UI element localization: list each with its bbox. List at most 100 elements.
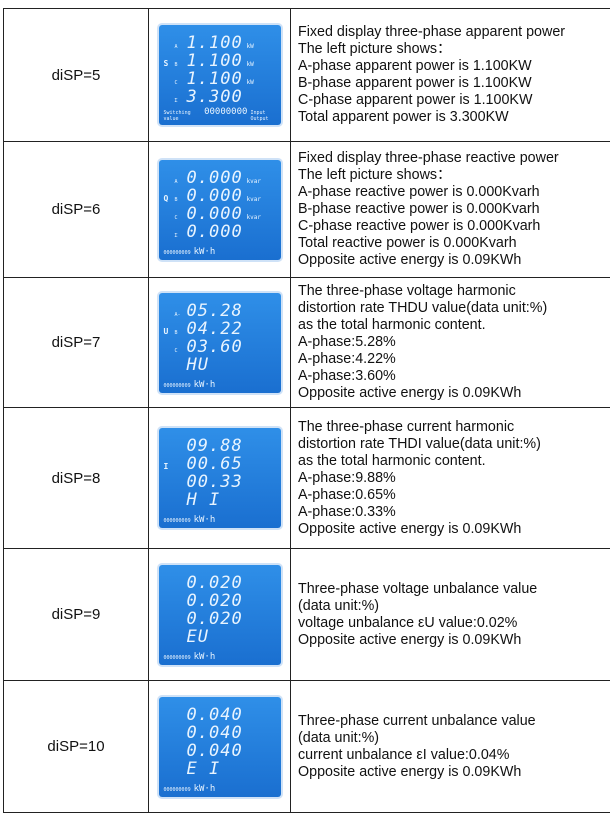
- lcd-value: 0.000: [187, 222, 247, 242]
- lcd-footer-text: kW·h: [194, 380, 216, 390]
- lcd-tag: C: [175, 215, 187, 221]
- lcd-value: 0.040: [187, 705, 247, 725]
- description-line: (data unit:%): [298, 730, 536, 747]
- lcd-value: HU: [187, 355, 247, 375]
- lcd-value: 3.300: [187, 87, 247, 107]
- description: Fixed display three-phase apparent power…: [298, 24, 565, 126]
- lcd-footer-text: 000000009: [164, 787, 191, 793]
- lcd-tag: C: [175, 348, 187, 354]
- lcd-line: 09.88: [159, 436, 281, 454]
- description: Fixed display three-phase reactive power…: [298, 150, 559, 269]
- lcd-footer-text: 000000009: [164, 250, 191, 256]
- description-line: The three-phase current harmonic: [298, 419, 541, 436]
- description-line: Opposite active energy is 0.09KWh: [298, 252, 559, 269]
- description-line: A-phase reactive power is 0.000Kvarh: [298, 184, 559, 201]
- lcd-line: 0.020: [159, 591, 281, 609]
- description-line: A-phase:4.22%: [298, 351, 547, 368]
- lcd-side-label: S: [164, 59, 169, 68]
- description-line: Opposite active energy is 0.09KWh: [298, 385, 547, 402]
- lcd-footer-text: kW·h: [194, 784, 216, 794]
- description-line: A-phase:0.33%: [298, 504, 541, 521]
- description-line: Opposite active energy is 0.09KWh: [298, 632, 537, 649]
- lcd-value: 05.28: [187, 301, 247, 321]
- lcd-value: 00.33: [187, 472, 247, 492]
- description-line: Total apparent power is 3.300KW: [298, 109, 565, 126]
- description-cell: Fixed display three-phase reactive power…: [291, 142, 610, 277]
- description-line: B-phase apparent power is 1.100KW: [298, 75, 565, 92]
- lcd-tag: Σ: [175, 98, 187, 104]
- description-line: Three-phase voltage unbalance value: [298, 581, 537, 598]
- description-line: Fixed display three-phase reactive power: [298, 150, 559, 167]
- lcd-value: 0.000: [187, 204, 247, 224]
- lcd-unit: kvar: [247, 214, 261, 221]
- row-label: diSP=9: [4, 549, 149, 680]
- lcd-line: EU: [159, 627, 281, 645]
- lcd-footer-text: 000000009: [164, 383, 191, 389]
- row-label: diSP=5: [4, 9, 149, 141]
- lcd-unit: kW: [247, 43, 254, 50]
- description-line: A-phase:9.88%: [298, 470, 541, 487]
- lcd-line: HU: [159, 355, 281, 373]
- lcd-line: H I: [159, 490, 281, 508]
- description-line: A-phase:5.28%: [298, 334, 547, 351]
- lcd-footer-text: kW·h: [194, 652, 216, 662]
- lcd-tag: A: [175, 44, 187, 50]
- lcd-value: 04.22: [187, 319, 247, 339]
- description-line: C-phase apparent power is 1.100KW: [298, 92, 565, 109]
- row-label: diSP=7: [4, 278, 149, 407]
- lcd-line: 0.040: [159, 705, 281, 723]
- lcd-value: 0.020: [187, 573, 247, 593]
- description-line: The three-phase voltage harmonic: [298, 283, 547, 300]
- lcd-footer-text: 000000009: [164, 655, 191, 661]
- lcd-unit: kW: [247, 79, 254, 86]
- lcd-value: 0.040: [187, 723, 247, 743]
- page: diSP=5A1.100kWB1.100kWC1.100kWΣ3.300SSwi…: [0, 0, 610, 820]
- description-line: as the total harmonic content.: [298, 453, 541, 470]
- lcd-footer-text: kW·h: [194, 515, 216, 525]
- description-cell: Fixed display three-phase apparent power…: [291, 9, 610, 141]
- lcd-value: 0.000: [187, 168, 247, 188]
- lcd-line: 0.040: [159, 741, 281, 759]
- lcd-value: 1.100: [187, 51, 247, 71]
- description-line: voltage unbalance εU value:0.02%: [298, 615, 537, 632]
- lcd-line: 0.020: [159, 573, 281, 591]
- description-line: Fixed display three-phase apparent power: [298, 24, 565, 41]
- lcd-tag: B: [175, 197, 187, 203]
- lcd-line: E I: [159, 759, 281, 777]
- description-line: A-phase apparent power is 1.100KW: [298, 58, 565, 75]
- lcd-value: 0.040: [187, 741, 247, 761]
- lcd-value: 00.65: [187, 454, 247, 474]
- description-line: Opposite active energy is 0.09KWh: [298, 764, 536, 781]
- row-label: diSP=6: [4, 142, 149, 277]
